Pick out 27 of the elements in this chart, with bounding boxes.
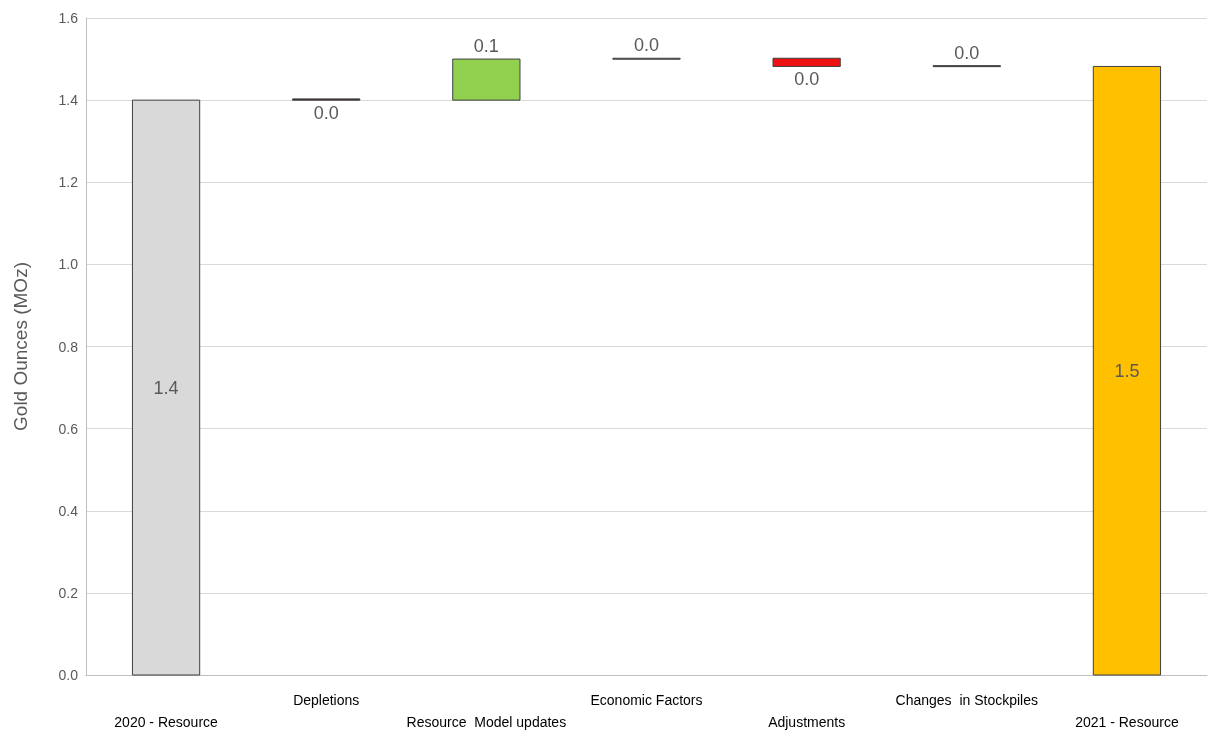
data-label: 0.0 xyxy=(794,69,820,90)
y-axis-title: Gold Ounces (MOz) xyxy=(10,262,31,431)
x-tick-label: 2021 - Resource xyxy=(1075,714,1179,730)
y-tick-label: 0.2 xyxy=(58,584,79,601)
x-tick-label: Changes in Stockpiles xyxy=(895,692,1038,708)
y-tick-label: 0.8 xyxy=(58,338,79,355)
y-tick-label: 0.4 xyxy=(58,502,79,519)
y-tick-label: 1.4 xyxy=(58,92,79,109)
x-tick-label: Depletions xyxy=(293,692,360,708)
y-tick-label: 1.0 xyxy=(58,256,79,273)
y-tick-label: 1.2 xyxy=(58,174,79,191)
data-label: 0.0 xyxy=(313,103,339,124)
x-tick-label: 2020 - Resource xyxy=(114,714,219,730)
data-label: 1.4 xyxy=(153,377,179,398)
y-tick-label: 0.6 xyxy=(58,420,79,437)
data-label: 1.5 xyxy=(1114,360,1140,381)
x-tick-label: Economic Factors xyxy=(590,692,703,708)
y-tick-label: 0.0 xyxy=(58,667,79,683)
bar xyxy=(1092,65,1162,676)
data-label: 0.0 xyxy=(633,35,660,56)
bar xyxy=(452,58,521,101)
x-tick-label: Adjustments xyxy=(768,714,846,730)
y-tick-label: 1.6 xyxy=(58,10,79,26)
x-tick-label: Resource Model updates xyxy=(406,714,567,730)
data-label: 0.0 xyxy=(954,42,980,63)
bar xyxy=(772,57,841,67)
data-label: 0.1 xyxy=(473,36,499,57)
